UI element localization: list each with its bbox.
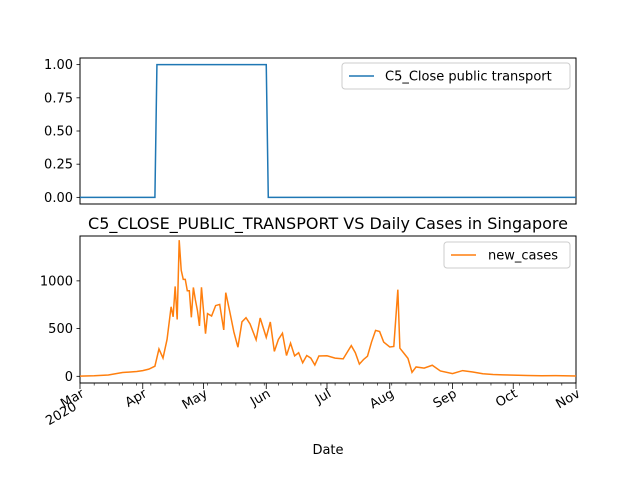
chart-title: C5_CLOSE_PUBLIC_TRANSPORT VS Daily Cases… xyxy=(88,214,568,234)
x-tick-label: Oct xyxy=(493,386,520,410)
x-tick-label: Jun xyxy=(247,386,273,410)
y-tick-label: 0.75 xyxy=(44,91,73,106)
bottom-y-ticks: 0 500 1000 xyxy=(40,274,80,385)
x-tick-label: Apr xyxy=(123,386,151,411)
top-series-line xyxy=(80,63,576,199)
y-tick-label: 0 xyxy=(65,370,73,385)
y-tick-label: 500 xyxy=(48,322,73,337)
bottom-series-line xyxy=(79,240,577,377)
bottom-legend-box xyxy=(443,241,571,269)
top-legend-label: C5_Close public transport xyxy=(385,70,552,85)
x-tick-label: May xyxy=(180,386,211,413)
y-tick-label: 0.50 xyxy=(44,125,73,140)
x-tick-label: Nov xyxy=(554,386,584,412)
y-tick-label: 1.00 xyxy=(44,58,73,73)
y-tick-label: 0.25 xyxy=(44,158,73,173)
x-axis-label: Date xyxy=(312,443,343,458)
bottom-legend-label: new_cases xyxy=(488,249,558,264)
y-tick-label: 0.00 xyxy=(44,191,73,206)
top-axes: 0.00 0.25 0.50 0.75 1.00 C5_Close public tra… xyxy=(44,57,577,206)
top-legend: C5_Close public transport xyxy=(341,62,571,90)
bottom-legend: new_cases xyxy=(443,241,571,269)
x-tick-label: Jul xyxy=(312,386,334,407)
x-tick-label: Sep xyxy=(431,386,460,411)
x-tick-label: Aug xyxy=(367,386,396,412)
y-tick-label: 1000 xyxy=(40,274,73,289)
top-legend-box xyxy=(341,62,571,90)
top-y-ticks: 0.00 0.25 0.50 0.75 1.00 xyxy=(44,58,80,206)
